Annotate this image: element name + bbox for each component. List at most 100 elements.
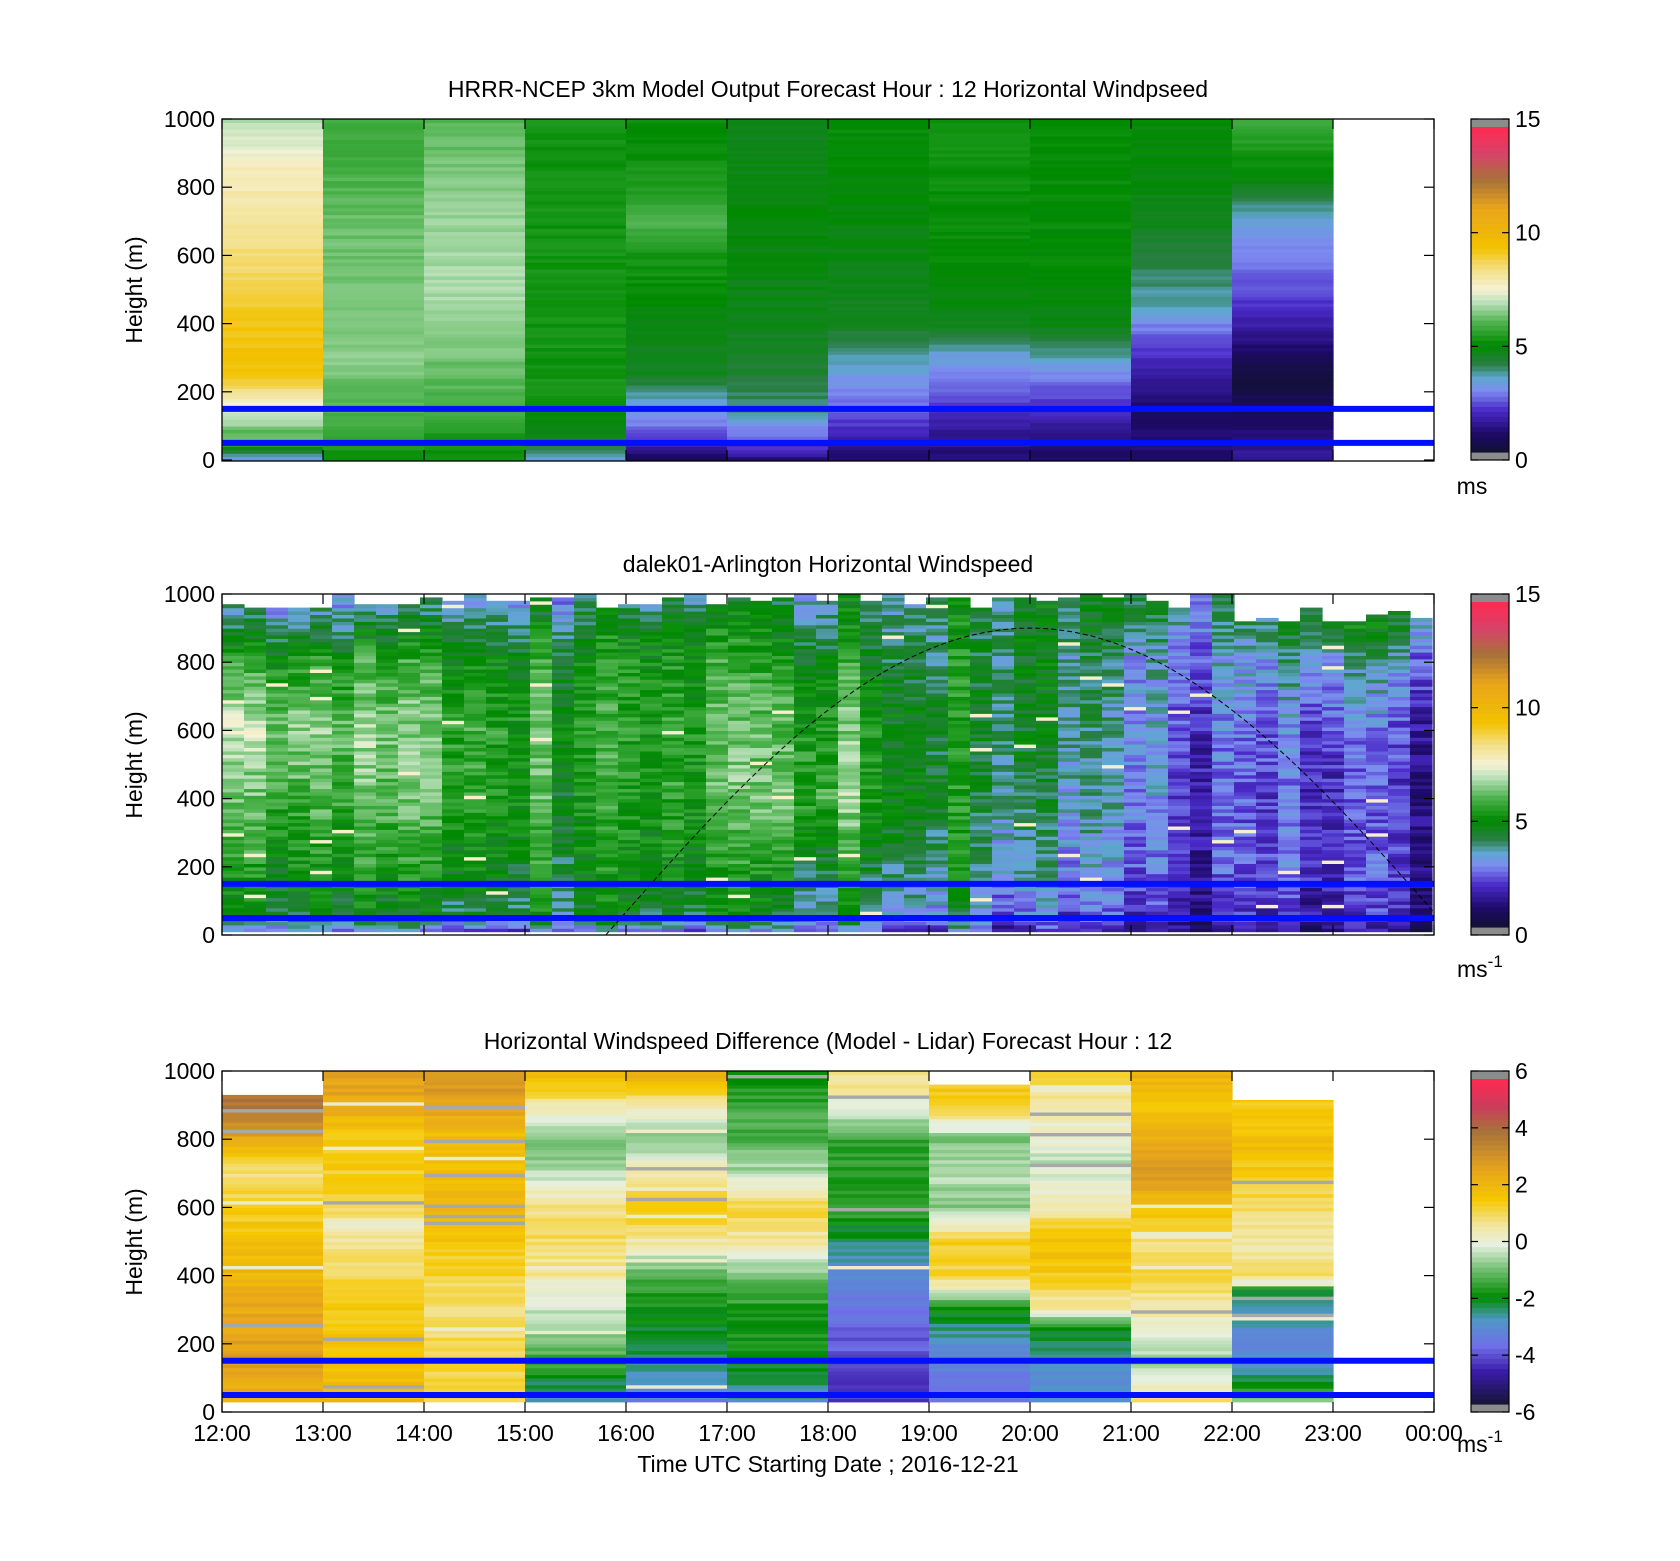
- heat-cell: [618, 641, 641, 646]
- heat-cell: [772, 842, 795, 847]
- heat-cell: [750, 788, 773, 793]
- heat-cell: [794, 737, 817, 742]
- heat-cell: [929, 258, 1031, 263]
- heat-cell: [222, 221, 324, 226]
- heat-cell: [1030, 187, 1132, 192]
- heat-cell: [508, 709, 531, 714]
- heat-cell: [618, 802, 641, 806]
- heat-cell: [486, 842, 509, 847]
- heat-cell: [552, 822, 575, 827]
- heat-cell: [508, 904, 531, 909]
- heat-cell: [222, 856, 245, 861]
- heat-cell: [244, 832, 267, 837]
- heat-cell: [530, 737, 553, 742]
- heat-cell: [222, 252, 324, 256]
- heat-cell: [926, 634, 949, 639]
- heat-cell: [684, 597, 707, 602]
- heat-cell: [222, 119, 324, 123]
- heat-cell: [1232, 234, 1334, 239]
- heat-cell: [816, 819, 839, 824]
- heat-cell: [596, 689, 619, 694]
- heat-cell: [684, 727, 707, 731]
- heat-cell: [574, 894, 597, 899]
- heat-cell: [424, 183, 526, 188]
- heat-cell: [706, 805, 729, 810]
- heat-cell: [508, 720, 531, 725]
- heat-cell: [244, 709, 267, 714]
- heat-cell: [772, 624, 795, 629]
- heat-cell: [222, 453, 324, 458]
- heat-cell: [640, 669, 663, 673]
- heat-cell: [794, 791, 817, 796]
- heat-cell: [948, 819, 971, 824]
- heat-cell: [464, 921, 487, 926]
- heat-cell: [626, 252, 728, 256]
- heat-cell: [398, 894, 421, 899]
- heat-cell: [222, 327, 324, 331]
- heat-cell: [794, 611, 817, 615]
- colorbar-cell: [1471, 411, 1509, 418]
- heat-cell: [728, 737, 751, 742]
- heat-cell: [332, 730, 355, 735]
- heat-cell: [288, 890, 311, 895]
- heat-cell: [772, 839, 795, 844]
- heat-cell: [860, 921, 883, 926]
- heat-cell: [750, 802, 773, 806]
- heat-cell: [525, 146, 627, 151]
- colorbar-cell: [1471, 304, 1509, 311]
- heat-cell: [288, 802, 311, 806]
- heat-cell: [926, 648, 949, 653]
- heat-cell: [816, 709, 839, 714]
- heat-cell: [574, 866, 597, 871]
- heat-cell: [244, 679, 267, 684]
- heat-cell: [266, 607, 289, 612]
- heat-cell: [948, 645, 971, 650]
- heat-cell: [376, 911, 399, 916]
- heat-cell: [376, 648, 399, 653]
- heat-cell: [727, 292, 829, 297]
- heat-cell: [684, 648, 707, 653]
- heat-cell: [640, 747, 663, 752]
- heat-cell: [222, 662, 245, 667]
- heat-cell: [442, 686, 465, 691]
- heat-cell: [222, 771, 245, 776]
- heat-cell: [684, 860, 707, 864]
- heat-cell: [1014, 723, 1037, 728]
- heat-cell: [706, 819, 729, 824]
- heat-cell: [530, 805, 553, 810]
- heat-cell: [816, 846, 839, 851]
- heat-cell: [882, 836, 905, 841]
- heat-cell: [794, 836, 817, 841]
- heat-cell: [486, 662, 509, 667]
- heat-cell: [904, 832, 927, 837]
- heat-cell: [323, 149, 425, 154]
- heat-cell: [552, 829, 575, 834]
- heat-cell: [816, 631, 839, 636]
- heat-cell: [266, 692, 289, 697]
- heat-cell: [706, 836, 729, 841]
- heat-cell: [222, 269, 324, 273]
- heat-cell: [662, 887, 685, 892]
- heat-cell: [244, 877, 267, 881]
- heat-cell: [424, 156, 526, 161]
- heat-cell: [926, 767, 949, 772]
- heat-cell: [222, 340, 324, 345]
- heat-cell: [222, 296, 324, 301]
- heat-cell: [323, 272, 425, 277]
- heat-cell: [706, 771, 729, 776]
- heat-cell: [486, 808, 509, 813]
- heat-cell: [486, 641, 509, 646]
- heat-cell: [464, 744, 487, 748]
- heat-cell: [727, 149, 829, 154]
- heat-cell: [626, 262, 728, 267]
- heat-cell: [727, 197, 829, 202]
- heat-cell: [706, 672, 729, 677]
- heat-cell: [1036, 665, 1059, 670]
- heat-cell: [1058, 750, 1081, 755]
- heat-cell: [1232, 378, 1334, 383]
- heat-cell: [398, 873, 421, 878]
- heat-cell: [442, 774, 465, 779]
- heat-cell: [424, 296, 526, 301]
- heat-cell: [552, 638, 575, 643]
- heat-cell: [244, 812, 267, 817]
